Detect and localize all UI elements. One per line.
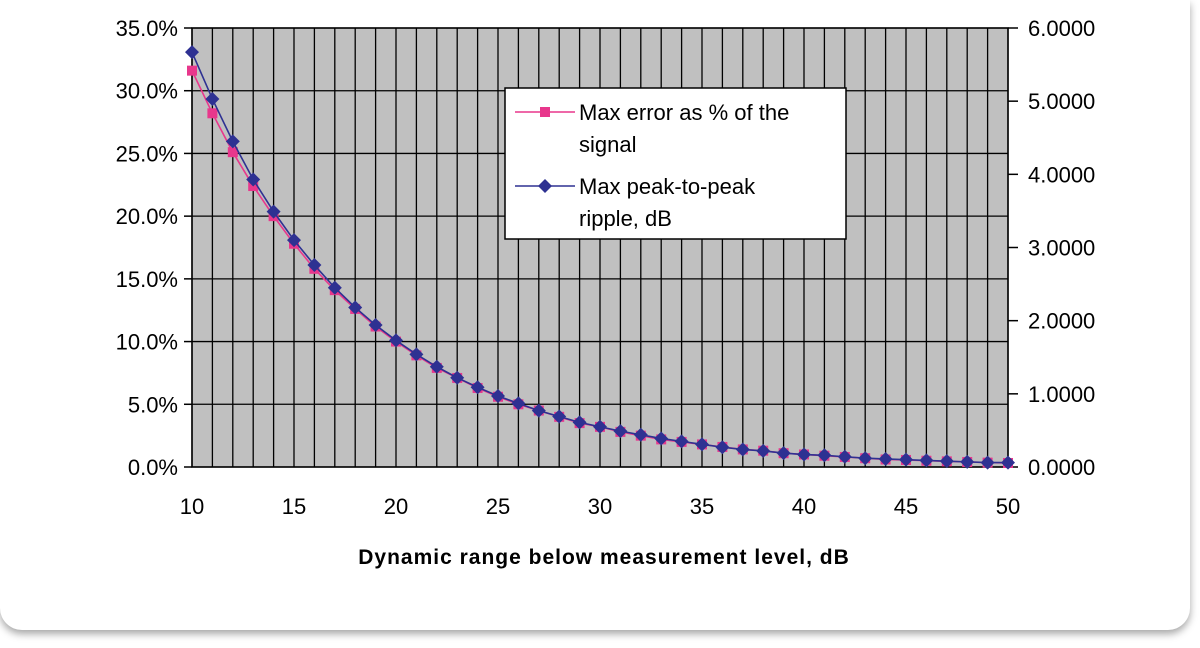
left-tick-label: 25.0%: [116, 141, 178, 166]
data-point-square: [187, 65, 197, 76]
data-point-diamond: [776, 446, 791, 461]
data-point-diamond: [470, 380, 485, 395]
x-tick-label: 35: [690, 494, 714, 519]
data-point-diamond: [572, 415, 587, 430]
data-point-diamond: [960, 454, 975, 469]
x-tick-label: 20: [384, 494, 408, 519]
left-axis: 0.0% 5.0% 10.0% 15.0% 20.0% 25.0% 30.0% 35.0%: [116, 16, 192, 480]
x-tick-label: 50: [996, 494, 1020, 519]
data-point-square: [227, 147, 238, 158]
data-point-diamond: [735, 442, 750, 457]
data-point-diamond: [633, 427, 648, 442]
legend-marker: [540, 107, 550, 117]
data-point-diamond: [695, 437, 709, 452]
legend-label-line: Max error as % of the: [579, 100, 789, 125]
data-point-diamond: [817, 448, 832, 463]
right-tick-label: 5.0000: [1028, 89, 1095, 114]
data-point-diamond: [307, 258, 322, 273]
right-tick-label: 4.0000: [1028, 162, 1095, 187]
left-tick-label: 30.0%: [116, 79, 178, 104]
legend-label: Max peak-to-peak ripple, dB: [579, 174, 756, 231]
data-point-diamond: [756, 443, 771, 458]
data-point-diamond: [409, 347, 424, 362]
data-point-diamond: [878, 451, 893, 466]
right-tick-label: 6.0000: [1028, 16, 1095, 41]
left-tick-label: 20.0%: [116, 204, 178, 229]
x-tick-label: 30: [588, 494, 612, 519]
data-point-diamond: [511, 396, 526, 411]
legend-marker: [538, 179, 552, 193]
data-point-diamond: [1001, 455, 1015, 470]
right-tick-label: 0.0000: [1028, 455, 1095, 480]
chart: 0.0% 5.0% 10.0% 15.0% 20.0% 25.0% 30.0% 35.0% 0…: [116, 16, 1096, 569]
data-point-diamond: [491, 389, 505, 404]
x-tick-label: 40: [792, 494, 816, 519]
legend-label-line: signal: [579, 132, 636, 157]
data-point-diamond: [450, 370, 465, 385]
legend-entry-1: Max error as % of the signal: [515, 100, 789, 157]
data-point-diamond: [348, 300, 363, 315]
data-point-square: [207, 108, 218, 119]
data-point-diamond: [797, 447, 811, 462]
vertical-gridlines: [191, 28, 1009, 467]
data-point-diamond: [327, 280, 342, 295]
series-layer: [185, 45, 1015, 470]
data-point-diamond: [205, 91, 220, 106]
data-point-diamond: [185, 45, 199, 60]
x-axis-title: Dynamic range below measurement level, d…: [358, 546, 850, 569]
right-axis: 0.0000 1.0000 2.0000 3.0000 4.0000 5.0000 6.00…: [1008, 16, 1095, 480]
x-axis: 10 15 20 25 30 35 40 45 50: [180, 494, 1020, 519]
data-point-diamond: [939, 454, 954, 469]
left-tick-label: 5.0%: [128, 392, 178, 417]
data-point-diamond: [287, 233, 301, 248]
left-tick-label: 0.0%: [128, 455, 178, 480]
data-point-diamond: [593, 419, 607, 434]
data-point-diamond: [919, 453, 934, 468]
x-tick-label: 15: [282, 494, 306, 519]
right-tick-label: 2.0000: [1028, 309, 1095, 334]
x-tick-label: 45: [894, 494, 918, 519]
legend-label-line: Max peak-to-peak: [579, 174, 756, 199]
data-point-diamond: [899, 452, 913, 467]
left-tick-label: 15.0%: [116, 267, 178, 292]
data-point-diamond: [389, 333, 403, 348]
figure-card: 0.0% 5.0% 10.0% 15.0% 20.0% 25.0% 30.0% 35.0% 0…: [115, 16, 1096, 569]
left-tick-label: 10.0%: [116, 330, 178, 355]
data-point-diamond: [674, 434, 689, 449]
x-tick-label: 25: [486, 494, 510, 519]
left-tick-label: 35.0%: [116, 16, 178, 41]
data-point-diamond: [246, 172, 261, 187]
legend: Max error as % of the signal Max peak-to-p…: [504, 87, 847, 240]
series-2: [185, 45, 1015, 470]
legend-label: Max error as % of the signal: [579, 100, 789, 157]
data-point-diamond: [429, 359, 444, 374]
data-point-diamond: [368, 318, 383, 333]
right-tick-label: 1.0000: [1028, 382, 1095, 407]
right-tick-label: 3.0000: [1028, 236, 1095, 261]
legend-entry-2: Max peak-to-peak ripple, dB: [515, 174, 756, 231]
legend-label-line: ripple, dB: [579, 206, 672, 231]
data-point-diamond: [980, 455, 995, 470]
data-point-diamond: [858, 451, 873, 466]
data-point-diamond: [552, 409, 567, 424]
legend-box: [504, 87, 847, 240]
data-point-diamond: [225, 134, 240, 149]
data-point-diamond: [613, 424, 628, 439]
data-point-diamond: [266, 204, 281, 219]
x-tick-label: 10: [180, 494, 204, 519]
data-point-diamond: [837, 449, 852, 464]
data-point-diamond: [531, 403, 546, 418]
data-point-diamond: [654, 431, 669, 446]
data-point-diamond: [715, 440, 730, 455]
